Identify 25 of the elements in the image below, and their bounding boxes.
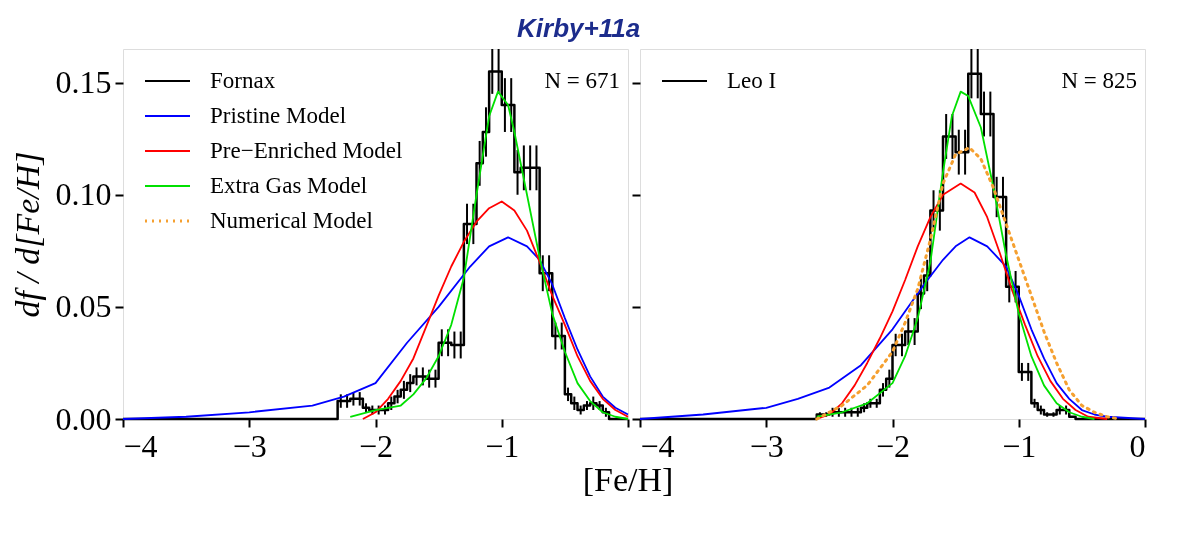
y-tick-label: 0.05	[55, 288, 112, 325]
x-tick-label: −1	[485, 427, 520, 464]
x-tick-label: −2	[875, 427, 911, 464]
x-tick-label: −2	[358, 427, 394, 464]
y-tick-label: 0.00	[55, 400, 112, 437]
legend-label: Fornax	[210, 68, 276, 93]
legend-label: Pristine Model	[210, 103, 347, 128]
x-tick-label: −1	[1002, 427, 1037, 464]
x-tick-label: 0	[1129, 427, 1146, 464]
x-axis-title: [Fe/H]	[582, 461, 674, 498]
y-tick-label: 0.10	[55, 176, 112, 213]
legend-label: Numerical Model	[210, 208, 373, 233]
x-tick-label: −4	[640, 427, 675, 464]
legend-label: Pre−Enriched Model	[210, 138, 403, 163]
legend-label: Extra Gas Model	[210, 173, 368, 198]
annotation: N = 825	[1061, 68, 1137, 93]
line-series	[122, 236, 629, 420]
x-tick-label: −3	[232, 427, 267, 464]
x-tick-label: −4	[123, 427, 158, 464]
y-tick-label: 0.15	[55, 64, 112, 101]
chart-title: Kirby+11a	[517, 12, 641, 43]
annotation: N = 671	[544, 68, 620, 93]
legend-label: Leo I	[727, 68, 777, 93]
x-tick-label: −3	[749, 427, 784, 464]
y-axis-title: df / d[Fe/H]	[8, 151, 46, 318]
